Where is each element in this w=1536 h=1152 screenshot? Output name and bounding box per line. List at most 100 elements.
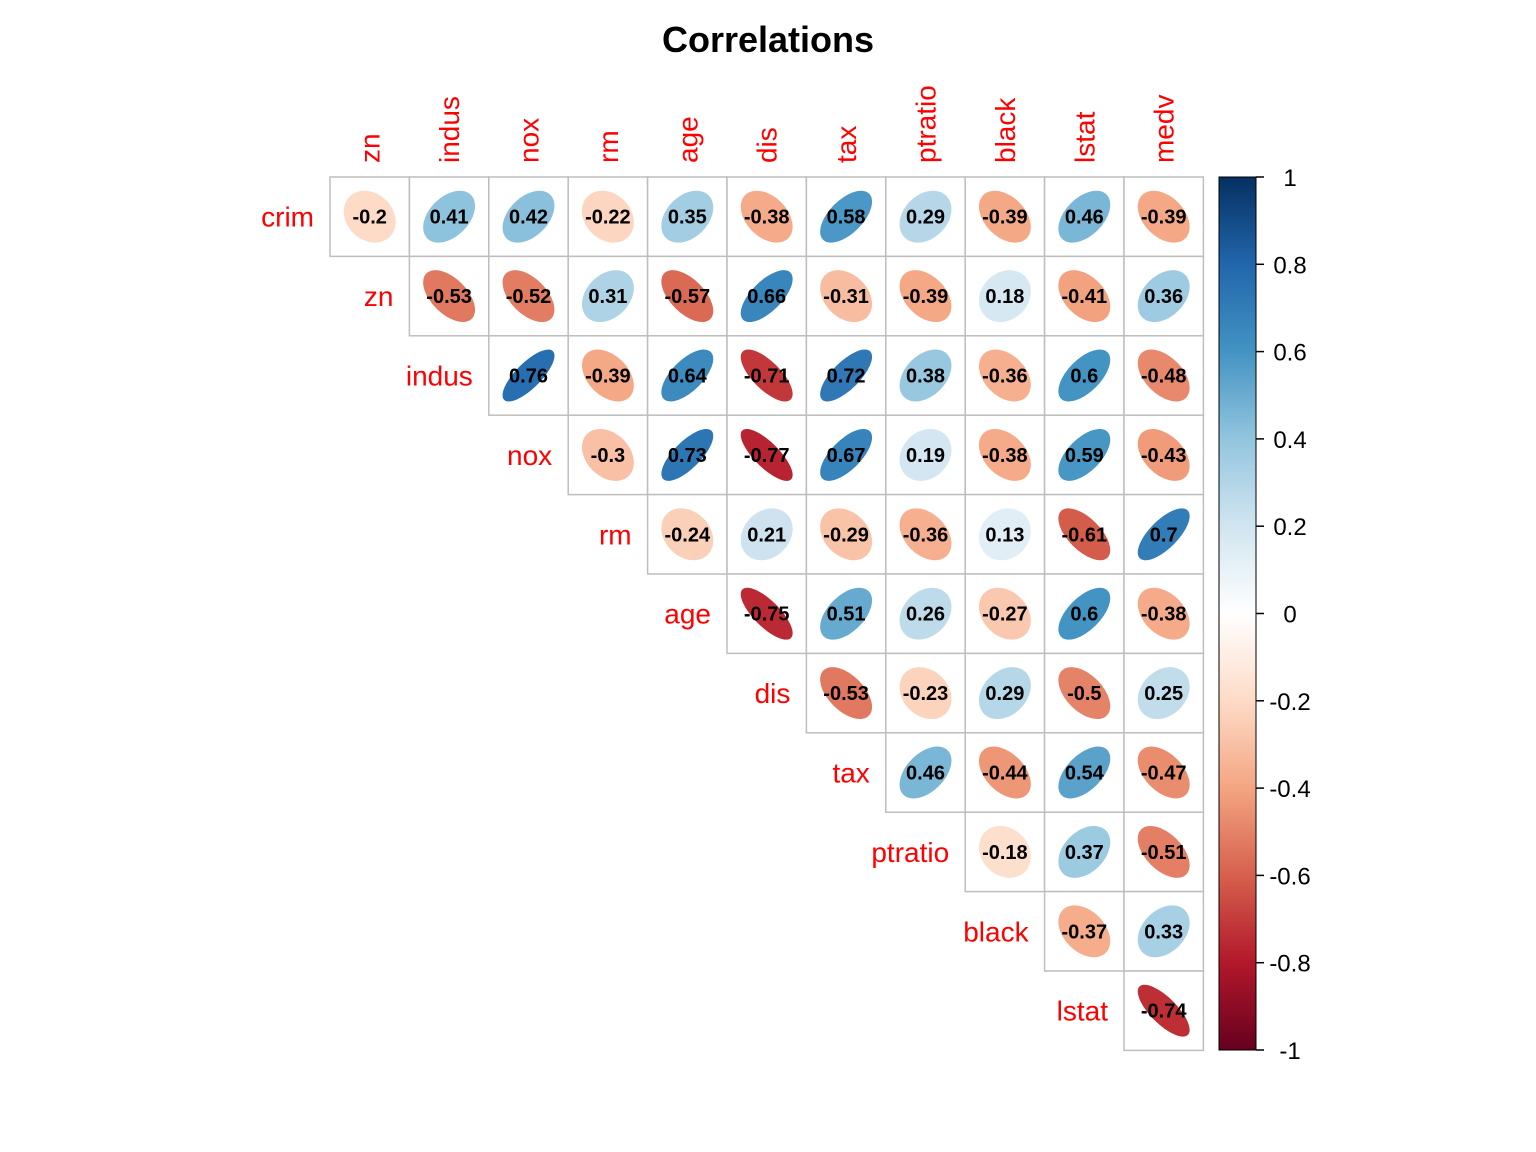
cell: -0.18 [964,811,1046,893]
correlation-value: -0.39 [1141,207,1187,229]
correlation-value: -0.43 [1141,445,1187,467]
cell: 0.58 [805,176,887,258]
cell: -0.61 [1043,493,1125,575]
cell: 0.37 [1043,811,1125,893]
correlation-value: -0.77 [744,445,790,467]
correlation-value: 0.29 [906,207,945,229]
correlation-ellipse [1058,270,1111,323]
correlation-value: 0.66 [747,286,786,308]
correlation-value: -0.74 [1141,1001,1187,1023]
correlation-value: 0.58 [827,207,866,229]
colorbar-tick-label: 0.8 [1273,252,1306,279]
colorbar-ticks: 1 0.8 0.6 0.4 0.2 0 -0.2 -0.4 -0.6 -0.8 -1 [1256,165,1311,1065]
cell: 0.76 [488,335,569,416]
correlation-ellipse [1137,190,1190,243]
cell: 0.73 [646,414,728,496]
correlation-value: 0.73 [668,445,707,467]
correlation-value: -0.31 [823,286,869,308]
cell: -0.47 [1123,732,1205,813]
cell: 0.6 [1043,573,1125,655]
correlation-value: 0.6 [1070,604,1098,626]
row-label: age [664,599,711,630]
correlation-ellipse [1058,587,1111,640]
correlation-value: 0.54 [1065,763,1105,785]
colorbar-tick-label: 1 [1283,165,1296,192]
correlation-ellipse [1137,587,1190,640]
correlation-ellipse [581,349,634,402]
correlation-value: 0.41 [430,207,469,229]
row-label: lstat [1057,996,1109,1027]
correlation-ellipse [661,428,714,481]
correlation-value: -0.41 [1062,286,1108,308]
correlation-ellipse [820,587,873,640]
correlation-ellipse [1137,905,1190,958]
cell: -0.53 [408,255,490,337]
correlation-value: 0.6 [1070,366,1098,388]
correlation-ellipse [740,190,793,243]
cell: -0.27 [964,573,1046,655]
correlation-value: 0.51 [827,604,866,626]
cell: -0.39 [964,176,1046,258]
correlation-ellipse [978,270,1031,323]
correlation-value: 0.25 [1144,683,1183,705]
correlation-value: -0.39 [585,366,631,388]
cell-border [1043,335,1125,416]
correlation-ellipse [581,190,634,243]
correlation-ellipse [502,190,555,243]
correlation-ellipse [978,825,1031,878]
correlation-ellipse [899,190,952,243]
correlation-ellipse [978,349,1031,402]
correlation-value: -0.5 [1067,683,1101,705]
correlation-value: 0.18 [985,286,1024,308]
correlation-ellipse [1137,746,1190,799]
correlation-value: 0.72 [827,366,866,388]
correlation-value: 0.26 [906,604,945,626]
cell: -0.36 [964,335,1046,416]
cell: 0.33 [1123,890,1205,972]
correlation-ellipse [1137,667,1190,720]
correlation-ellipse [820,270,873,323]
row-label: nox [507,440,552,471]
cell: -0.22 [567,176,649,258]
correlation-value: -0.39 [903,286,949,308]
correlation-ellipse [1137,984,1190,1037]
correlation-value: 0.29 [985,683,1024,705]
correlation-ellipse [1137,428,1190,481]
cell: -0.2 [329,176,411,258]
column-label: black [990,97,1021,163]
row-label: dis [755,678,791,709]
correlation-ellipse [740,587,793,640]
correlation-value: 0.33 [1144,921,1183,943]
correlation-ellipse [740,508,793,561]
cell: -0.38 [964,414,1046,496]
colorbar-tick-label: 0.6 [1273,340,1306,367]
cell: -0.39 [885,255,966,337]
cell: 0.64 [646,335,728,416]
correlation-value: 0.31 [588,286,627,308]
cell: 0.46 [1043,176,1125,258]
colorbar-tick-label: -0.4 [1269,776,1310,803]
correlation-value: 0.42 [509,207,548,229]
cell: -0.74 [1123,970,1205,1052]
correlation-value: -0.71 [744,366,790,388]
cell: -0.77 [726,414,808,496]
correlation-value: 0.59 [1065,445,1104,467]
cell: -0.3 [567,414,649,496]
cell-border [805,573,887,655]
cell: -0.71 [726,335,808,416]
correlation-value: -0.36 [982,366,1028,388]
correlation-value: -0.61 [1062,524,1108,546]
correlation-ellipse [820,508,873,561]
column-label: rm [593,130,624,163]
correlation-value: -0.22 [585,207,631,229]
correlation-ellipse [820,428,873,481]
correlation-ellipse [502,349,555,402]
correlation-ellipse [423,270,476,323]
correlation-ellipse [899,587,952,640]
correlation-value: -0.29 [823,524,869,546]
correlation-ellipse [899,428,952,481]
correlation-ellipse [1058,746,1111,799]
correlation-value: -0.37 [1062,921,1108,943]
column-label: zn [355,133,386,163]
